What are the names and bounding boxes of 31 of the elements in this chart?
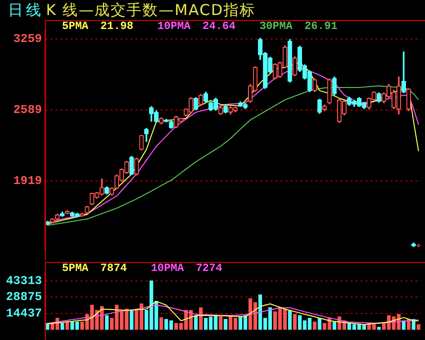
- text: 30PMA: [259, 21, 292, 33]
- chart-subtitle: K 线—成交手数—MACD指标: [46, 1, 256, 19]
- y-tick-label: 28875: [6, 290, 42, 304]
- text: 5PMA: [62, 21, 88, 33]
- text: 10PMA: [157, 21, 190, 33]
- bar: [332, 322, 336, 330]
- annotation: 7874: [100, 263, 127, 275]
- bar: [60, 323, 64, 330]
- y-tick-label: 2589: [13, 102, 42, 117]
- annotation: 24.64: [202, 21, 236, 33]
- bar: [293, 314, 297, 330]
- annotation: 26.91: [304, 21, 338, 33]
- bar: [159, 317, 164, 330]
- bar: [130, 310, 134, 330]
- y-tick-label: 14437: [6, 306, 42, 320]
- bar: [416, 324, 420, 330]
- bar: [218, 316, 222, 330]
- text: 5PMA: [62, 263, 88, 275]
- bar: [224, 319, 228, 330]
- chart-title: 日线: [8, 1, 44, 19]
- y-tick-label: 1919: [13, 174, 42, 188]
- y-tick-label: 3259: [13, 32, 42, 46]
- bar: [312, 322, 316, 330]
- bar: [318, 318, 322, 330]
- annotation: 21.98: [100, 21, 134, 33]
- bar: [288, 310, 292, 330]
- y-tick-label: 43313: [6, 274, 42, 288]
- bar: [377, 326, 381, 330]
- bar: [105, 315, 109, 330]
- annotation: 7274: [196, 263, 222, 275]
- text: 10PMA: [150, 263, 184, 275]
